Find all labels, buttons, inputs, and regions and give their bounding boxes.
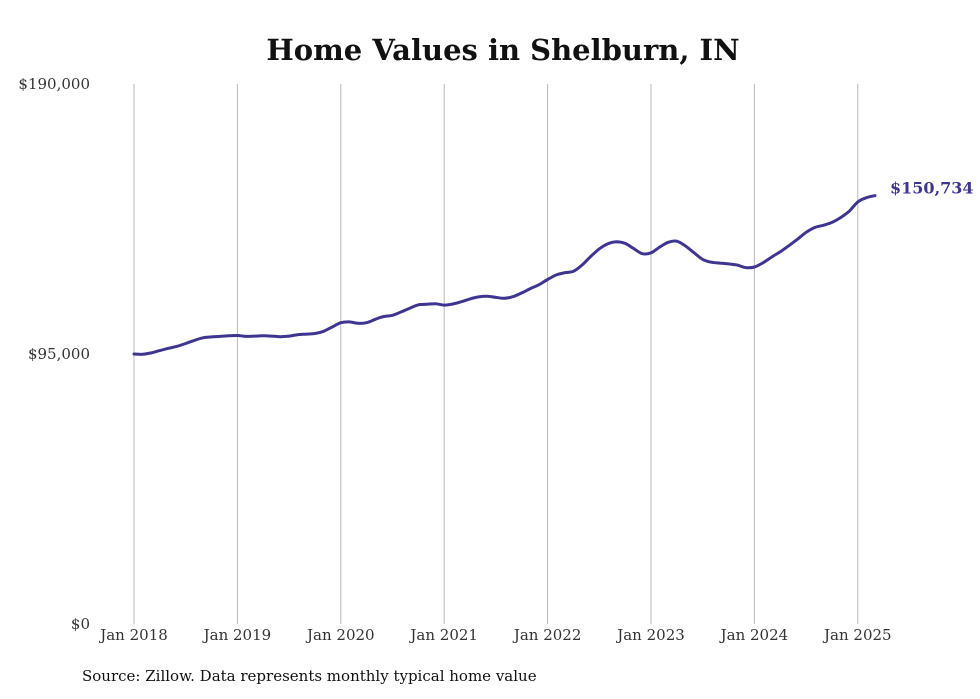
source-note: Source: Zillow. Data represents monthly …	[82, 667, 537, 685]
x-tick-label: Jan 2020	[305, 626, 375, 644]
x-tick-label: Jan 2018	[98, 626, 168, 644]
vertical-gridlines	[133, 84, 859, 624]
y-tick-label: $190,000	[18, 75, 90, 93]
x-tick-label: Jan 2023	[615, 626, 685, 644]
chart-title: Home Values in Shelburn, IN	[266, 33, 739, 67]
x-tick-label: Jan 2022	[512, 626, 582, 644]
end-value-label: $150,734	[890, 179, 974, 198]
x-axis-tick-labels: Jan 2018 Jan 2019 Jan 2020 Jan 2021 Jan 2022…	[98, 626, 891, 644]
x-tick-label: Jan 2025	[822, 626, 892, 644]
y-tick-label: $95,000	[28, 345, 90, 363]
x-tick-label: Jan 2019	[202, 626, 272, 644]
series-line	[132, 194, 877, 356]
x-tick-label: Jan 2021	[408, 626, 478, 644]
series-group	[132, 194, 877, 356]
x-tick-label: Jan 2024	[719, 626, 789, 644]
y-axis-tick-labels: $0 $95,000 $190,000	[18, 75, 90, 633]
y-tick-label: $0	[71, 615, 90, 633]
